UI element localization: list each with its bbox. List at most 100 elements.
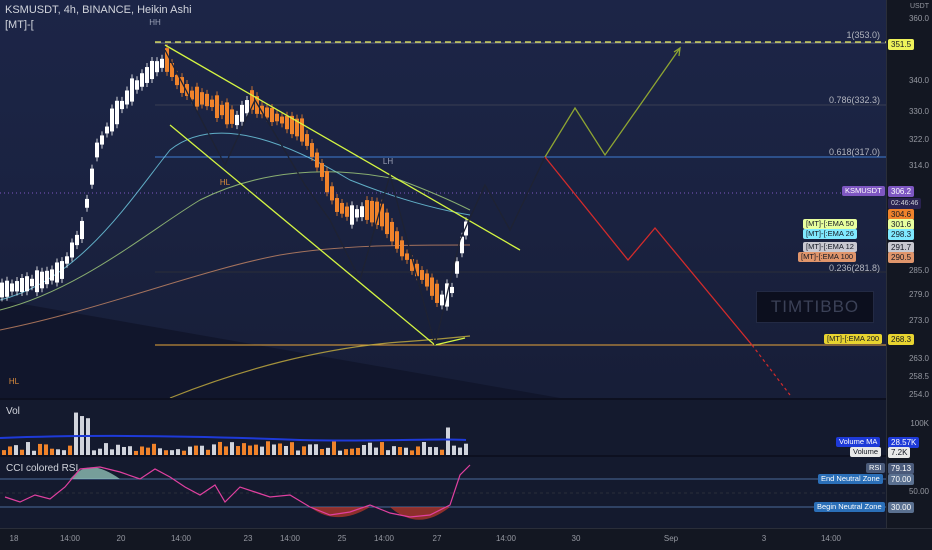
heikin-ashi-candle xyxy=(275,113,279,122)
ema100-line-label: [MT]-[:EMA 100 xyxy=(798,252,857,262)
heikin-ashi-candle xyxy=(120,100,124,110)
volume-bar xyxy=(104,443,108,455)
time-axis[interactable]: 18 14:00 20 14:00 23 14:00 25 14:00 27 1… xyxy=(0,528,932,550)
legend-style: Heikin Ashi xyxy=(137,4,192,16)
heikin-ashi-candle xyxy=(385,212,389,235)
lh-annotation: LH xyxy=(382,157,394,166)
heikin-ashi-candle xyxy=(305,134,309,146)
hl-left-annotation: HL xyxy=(8,377,20,386)
volume-bar xyxy=(290,442,294,455)
volume-bar xyxy=(326,447,330,455)
volume-bar xyxy=(320,448,324,455)
heikin-ashi-candle xyxy=(115,100,119,125)
heikin-ashi-candle xyxy=(35,270,39,293)
heikin-ashi-candle xyxy=(25,276,29,292)
heikin-ashi-candle xyxy=(450,286,454,294)
end-neutral-value-tag: 70.00 xyxy=(888,474,915,485)
heikin-ashi-candle xyxy=(330,186,334,201)
volume-pane[interactable]: Vol xyxy=(0,400,886,455)
heikin-ashi-candle xyxy=(80,220,84,240)
ema50-value-tag: 301.6 xyxy=(888,219,915,230)
ema200-curve xyxy=(169,335,471,399)
price-tick: 263.0 xyxy=(908,354,929,363)
ema50-curve xyxy=(0,171,471,311)
pane-separator[interactable] xyxy=(0,398,886,400)
heikin-ashi-candle xyxy=(350,205,354,225)
heikin-ashi-candle xyxy=(425,273,429,287)
volume-bar xyxy=(296,450,300,455)
volume-ma-tag: 28.57K xyxy=(888,437,920,448)
volume-bar xyxy=(182,450,186,455)
price-tick: 340.0 xyxy=(908,76,929,85)
heikin-ashi-candle xyxy=(380,203,384,227)
heikin-ashi-candle xyxy=(464,221,468,236)
volume-bar xyxy=(440,449,444,455)
volume-bar xyxy=(254,444,258,455)
bearish-path xyxy=(544,156,753,346)
volume-bar xyxy=(122,446,126,455)
volume-bar xyxy=(170,450,174,455)
heikin-ashi-candle xyxy=(170,62,174,78)
heikin-ashi-candle xyxy=(105,126,109,134)
begin-neutral-label: Begin Neutral Zone xyxy=(814,502,885,512)
bearish-extension xyxy=(751,344,791,396)
rsi-line-label: RSI xyxy=(866,463,885,473)
volume-bar xyxy=(398,446,402,455)
volume-bar xyxy=(386,450,390,455)
volume-bar xyxy=(410,450,414,455)
volume-bar xyxy=(44,444,48,455)
pane-separator[interactable] xyxy=(0,455,886,457)
price-pane[interactable]: KSMUSDT, 4h, BINANCE, Heikin Ashi [MT]-[… xyxy=(0,0,886,399)
rsi-pane[interactable]: CCI colored RSI xyxy=(0,457,886,528)
volume-bar xyxy=(248,445,252,455)
heikin-ashi-candle xyxy=(420,270,424,280)
rsi-canvas xyxy=(0,464,886,520)
heikin-ashi-candle xyxy=(185,84,189,96)
volume-canvas xyxy=(0,412,468,455)
heikin-ashi-candle xyxy=(345,206,349,217)
volume-bar xyxy=(32,450,36,455)
rsi-legend[interactable]: CCI colored RSI xyxy=(6,463,79,474)
ema50-line-label: [MT]-[:EMA 50 xyxy=(803,219,857,229)
volume-bar xyxy=(152,443,156,455)
time-tick: 20 xyxy=(116,534,126,543)
heikin-ashi-candle xyxy=(340,202,344,214)
indicator-legend[interactable]: [MT]-[ xyxy=(5,19,34,31)
legend-exchange: BINANCE xyxy=(82,4,131,16)
volume-bar xyxy=(2,450,6,455)
heikin-ashi-candle xyxy=(270,107,274,123)
volume-bar xyxy=(392,446,396,455)
volume-bar xyxy=(206,449,210,455)
volume-bar xyxy=(62,450,66,455)
time-tick: 3 xyxy=(761,534,767,543)
heikin-ashi-candle xyxy=(95,142,99,158)
volume-tag: 7.2K xyxy=(888,447,911,458)
heikin-ashi-candle xyxy=(310,143,314,157)
heikin-ashi-candle xyxy=(15,281,19,292)
shadow-region xyxy=(0,300,560,398)
price-tick: 314.0 xyxy=(908,161,929,170)
volume-bar xyxy=(188,446,192,455)
symbol-legend[interactable]: KSMUSDT, 4h, BINANCE, Heikin Ashi xyxy=(5,4,192,16)
price-axis[interactable]: USDT 360.0 340.0 330.0 322.0 314.0 285.0… xyxy=(886,0,932,528)
volume-bar xyxy=(50,448,54,455)
price-tick: 330.0 xyxy=(908,107,929,116)
volume-bar xyxy=(446,427,450,455)
price-chart-canvas[interactable] xyxy=(0,0,886,399)
ema200-line-label: [MT]-[:EMA 200 xyxy=(824,334,883,344)
bullish-path xyxy=(544,47,681,158)
time-tick: 14:00 xyxy=(373,534,395,543)
volume-bar xyxy=(92,450,96,455)
volume-legend[interactable]: Vol xyxy=(6,406,20,417)
heikin-ashi-candle xyxy=(125,90,129,105)
heikin-ashi-candle xyxy=(175,74,179,86)
level-351-tag: 351.5 xyxy=(888,39,915,50)
heikin-ashi-candle xyxy=(130,78,134,102)
time-tick: 14:00 xyxy=(279,534,301,543)
volume-bar xyxy=(350,448,354,455)
bullish-arrowhead xyxy=(673,46,681,57)
heikin-ashi-candle xyxy=(325,171,329,193)
currency-label: USDT xyxy=(909,3,929,10)
heikin-ashi-candle xyxy=(430,277,434,296)
